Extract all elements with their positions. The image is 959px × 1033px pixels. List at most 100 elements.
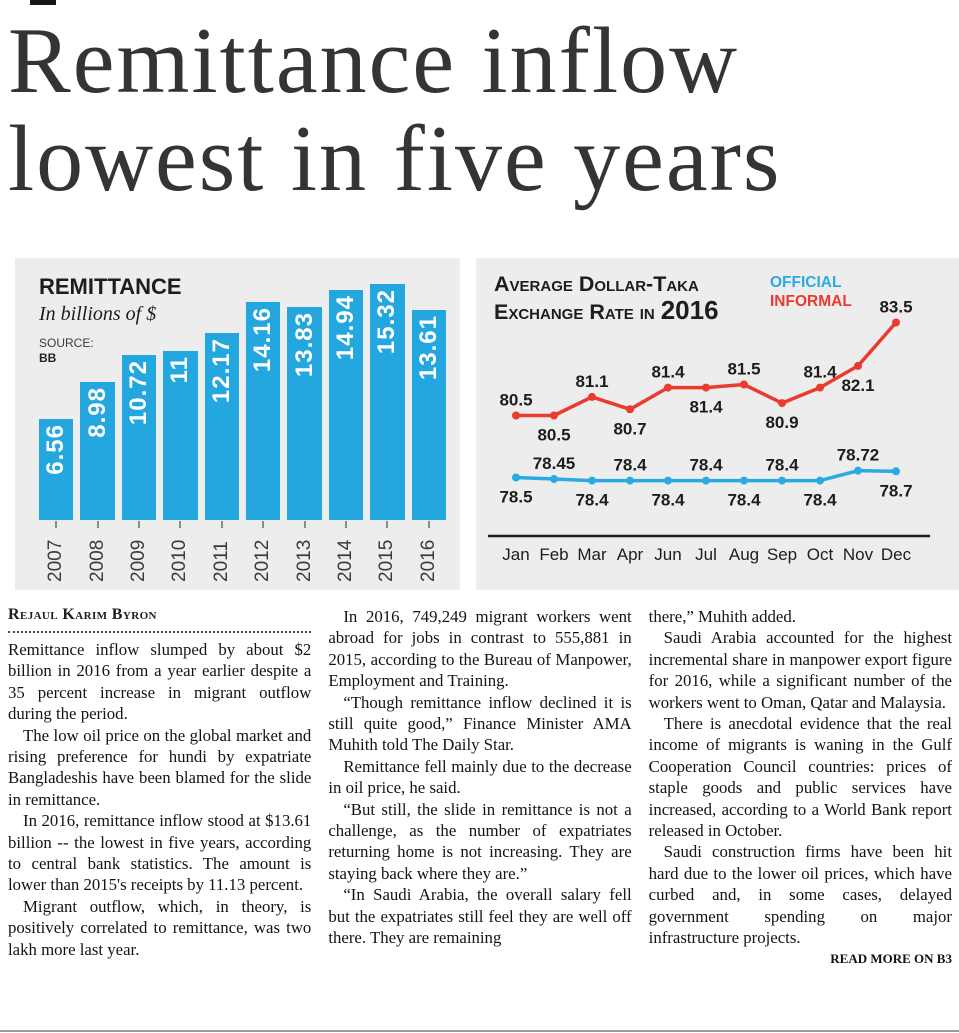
axis-tick	[427, 521, 430, 528]
axis-tick	[345, 521, 348, 528]
data-point-informal	[550, 411, 558, 420]
data-point-official	[740, 476, 748, 485]
data-point-label: 78.4	[613, 456, 647, 475]
article-column-1: Rejaul Karim Byron Remittance inflow slu…	[8, 606, 312, 967]
data-point-label: 81.4	[803, 363, 837, 382]
bar-chart-header: REMITTANCE In billions of $ SOURCE: BB	[39, 274, 182, 365]
bar-2015: 15.32	[370, 284, 405, 520]
data-point-official	[854, 466, 862, 475]
data-point-label: 82.1	[841, 376, 874, 395]
data-point-label: 81.4	[689, 398, 723, 417]
data-point-label: 78.4	[689, 456, 723, 475]
axis-tick	[96, 521, 99, 528]
line-chart-legend: OFFICIAL INFORMAL	[770, 273, 852, 311]
data-point-label: 81.1	[575, 372, 608, 391]
axis-tick	[220, 521, 223, 528]
month-label: Jun	[654, 545, 681, 564]
data-point-label: 78.4	[651, 491, 685, 510]
data-point-informal	[816, 383, 824, 392]
data-point-label: 80.7	[613, 419, 646, 438]
data-point-official	[816, 476, 824, 485]
article-body: Rejaul Karim Byron Remittance inflow slu…	[8, 606, 952, 967]
byline-divider	[8, 631, 312, 633]
column-3-paragraphs: there,” Muhith added. Saudi Arabia accoun…	[649, 606, 952, 949]
bar-chart-source-label: SOURCE:	[39, 336, 94, 350]
bar-year-label: 2009	[128, 539, 150, 582]
data-point-informal	[512, 411, 520, 420]
bar-value-label: 13.83	[290, 312, 318, 378]
data-point-label: 81.5	[727, 360, 760, 379]
bar-column-2015: 15.32 2015	[370, 284, 405, 582]
bar-year-label: 2015	[376, 539, 398, 582]
bar-year-label: 2007	[45, 539, 67, 582]
article-paragraph: In 2016, remittance inflow stood at $13.…	[8, 811, 312, 895]
article-paragraph: Migrant outflow, which, in theory, is po…	[8, 896, 312, 959]
month-label: Nov	[843, 545, 874, 564]
axis-tick	[179, 521, 182, 528]
bar-value-label: 6.56	[42, 424, 70, 475]
data-point-label: 78.5	[499, 488, 532, 507]
data-point-official	[778, 476, 786, 485]
column-2-paragraphs: In 2016, 749,249 migrant workers went ab…	[328, 606, 631, 949]
article-paragraph: Saudi construction firms have been hit h…	[648, 842, 952, 948]
month-label: Aug	[729, 545, 759, 564]
page-bottom-rule	[0, 1030, 959, 1032]
bar-column-2010: 11 2010	[163, 351, 198, 582]
data-point-informal	[892, 318, 900, 327]
axis-tick	[386, 521, 389, 528]
month-label: Feb	[539, 545, 568, 564]
exchange-rate-line-chart-panel: Average Dollar-Taka Exchange Rate in 201…	[476, 258, 959, 590]
legend-informal-label: INFORMAL	[770, 293, 852, 310]
headline-line-2: lowest in five years	[8, 107, 782, 211]
line-chart-title-line-1: Average Dollar-Taka	[494, 272, 699, 296]
article-paragraph: there,” Muhith added.	[648, 607, 796, 626]
bar-chart-source-value: BB	[39, 351, 57, 365]
month-label: Dec	[881, 545, 912, 564]
bar-2011: 12.17	[204, 333, 240, 520]
remittance-bar-chart-panel: REMITTANCE In billions of $ SOURCE: BB 6…	[15, 258, 460, 590]
bar-column-2016: 13.61 2016	[411, 310, 447, 582]
data-point-label: 80.5	[537, 426, 570, 445]
axis-tick	[138, 521, 141, 528]
article-paragraph: Saudi Arabia accounted for the highest i…	[648, 628, 952, 712]
bar-year-label: 2014	[335, 539, 357, 582]
bar-column-2011: 12.17 2011	[204, 333, 240, 582]
article-paragraph: “Though remittance inflow declined it is…	[328, 692, 632, 755]
bar-column-2009: 10.72 2009	[121, 355, 157, 582]
month-label: Jan	[502, 545, 529, 564]
bar-year-label: 2010	[169, 539, 191, 582]
bar-column-2007: 6.56 2007	[39, 419, 74, 582]
data-point-informal	[626, 405, 634, 414]
bar-column-2014: 14.94 2014	[328, 290, 364, 582]
column-1-paragraphs: Remittance inflow slumped by about $2 bi…	[8, 639, 311, 960]
article-paragraph: There is anecdotal evidence that the rea…	[648, 714, 952, 841]
bar-value-label: 8.98	[83, 387, 111, 438]
bar-2007: 6.56	[39, 419, 74, 520]
headline-line-1: Remittance inflow	[8, 9, 739, 113]
article-paragraph: The low oil price on the global market a…	[8, 725, 312, 809]
bar-value-label: 12.17	[207, 338, 235, 404]
legend-official-label: OFFICIAL	[770, 274, 842, 291]
data-point-label: 78.4	[575, 491, 609, 510]
bar-column-2008: 8.98 2008	[80, 382, 115, 582]
data-point-label: 80.9	[765, 413, 798, 432]
data-point-informal	[664, 383, 672, 392]
month-label: Jul	[695, 545, 717, 564]
article-paragraph: “In Saudi Arabia, the overall salary fel…	[328, 885, 632, 948]
month-label: Oct	[807, 545, 834, 564]
axis-tick	[262, 521, 265, 528]
headline: Remittance inflow lowest in five years	[8, 12, 782, 208]
bar-value-label: 15.32	[373, 289, 401, 355]
bar-2016: 13.61	[411, 310, 447, 520]
bar-year-label: 2012	[252, 539, 274, 582]
data-point-label: 78.72	[837, 446, 880, 465]
data-point-informal	[588, 392, 596, 401]
line-chart-plot-area: Jan Feb Mar Apr Jun Jul Aug Sep Oct Nov Dec78.578.…	[488, 298, 930, 564]
data-point-informal	[778, 399, 786, 408]
byline: Rejaul Karim Byron	[8, 606, 157, 623]
bar-column-2013: 13.83 2013	[287, 307, 322, 582]
data-point-label: 78.7	[879, 481, 912, 500]
article-paragraph: In 2016, 749,249 migrant workers went ab…	[328, 607, 632, 691]
data-point-label: 81.4	[651, 363, 685, 382]
axis-tick	[55, 521, 58, 528]
